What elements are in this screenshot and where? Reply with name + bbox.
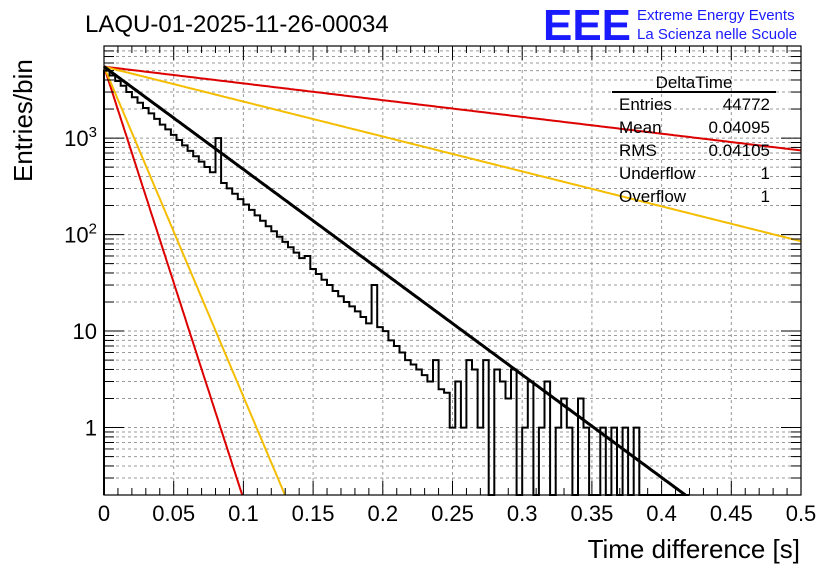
stats-label-underflow: Underflow: [619, 164, 696, 183]
fit-curve: [103, 65, 687, 497]
reference-curve-2: [103, 65, 802, 243]
stats-box: DeltaTime Entries 44772 Mean 0.04095 RMS…: [612, 73, 776, 206]
logo-line-1: Extreme Energy Events: [637, 7, 795, 24]
chart-title: LAQU-01-2025-11-26-00034: [85, 11, 389, 38]
x-tick-label: 0.05: [152, 501, 195, 526]
histogram-line: [103, 69, 690, 496]
y-tick-label: 102: [64, 221, 97, 248]
stats-title: DeltaTime: [656, 73, 733, 92]
x-tick-label: 0.35: [570, 501, 613, 526]
y-tick-label: 103: [64, 124, 97, 151]
stats-value-mean: 0.04095: [709, 118, 770, 137]
reference-curves: [103, 65, 802, 496]
stats-value-rms: 0.04105: [709, 141, 770, 160]
eee-logo: EEE Extreme Energy Events La Scienza nel…: [543, 1, 797, 50]
x-tick-label: 0.45: [710, 501, 753, 526]
stats-label-entries: Entries: [619, 95, 672, 114]
x-axis-label: Time difference [s]: [588, 534, 800, 564]
logo-mark: EEE: [543, 1, 631, 50]
y-axis-label: Entries/bin: [8, 59, 38, 182]
y-tick-label: 10: [73, 319, 97, 344]
x-tick-label: 0.5: [786, 501, 817, 526]
x-tick-label: 0.15: [292, 501, 335, 526]
stats-label-rms: RMS: [619, 141, 657, 160]
exponential-fit-line: [103, 65, 687, 497]
x-tick-label: 0.4: [646, 501, 677, 526]
stats-value-entries: 44772: [723, 95, 770, 114]
axis-ticks: 0 0.05 0.1 0.15 0.2 0.25 0.3 0.35 0.4 0.45 0.5 1 10 1…: [64, 45, 817, 526]
stats-value-overflow: 1: [761, 187, 770, 206]
stats-label-overflow: Overflow: [619, 187, 687, 206]
x-tick-label: 0.1: [228, 501, 259, 526]
reference-curve-3: [103, 66, 244, 496]
x-tick-label: 0.3: [507, 501, 538, 526]
stats-value-underflow: 1: [761, 164, 770, 183]
reference-curve-4: [103, 66, 286, 496]
x-tick-label: 0: [98, 501, 110, 526]
logo-line-2: La Scienza nelle Scuole: [637, 26, 797, 43]
x-tick-label: 0.25: [431, 501, 474, 526]
x-tick-label: 0.2: [368, 501, 399, 526]
histogram: [103, 69, 690, 496]
y-tick-label: 1: [85, 416, 97, 441]
reference-curve-1: [103, 65, 802, 152]
stats-label-mean: Mean: [619, 118, 662, 137]
